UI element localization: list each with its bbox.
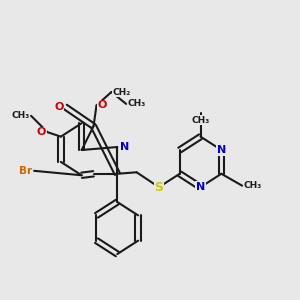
Text: CH₃: CH₃ [191,116,210,125]
Text: CH₃: CH₃ [128,99,146,108]
Text: O: O [37,127,46,137]
Text: CH₂: CH₂ [113,88,131,97]
Text: N: N [120,142,130,152]
Text: N: N [217,145,226,155]
Text: Br: Br [20,166,33,176]
Text: O: O [98,100,107,110]
Text: N: N [196,182,205,192]
Text: CH₃: CH₃ [11,111,30,120]
Text: CH₃: CH₃ [244,181,262,190]
Text: O: O [54,102,64,112]
Text: S: S [154,181,164,194]
